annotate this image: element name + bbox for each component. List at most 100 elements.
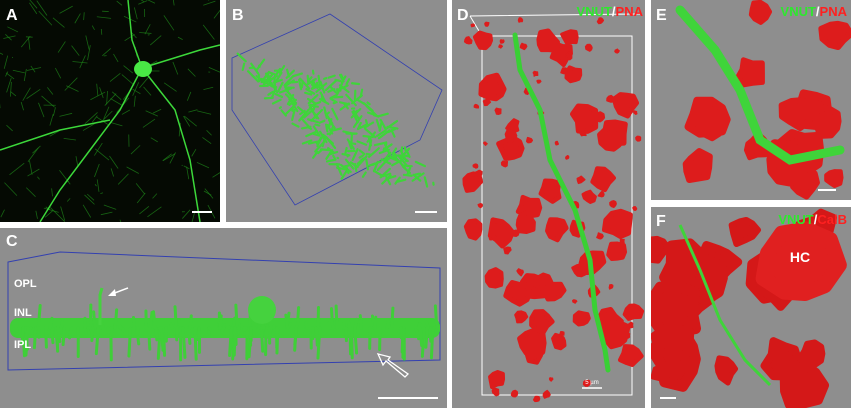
process (169, 322, 174, 330)
mesh (357, 121, 362, 130)
arrow-head (108, 289, 116, 296)
cone-terminal (570, 103, 599, 134)
mesh (414, 160, 427, 168)
neurite (30, 65, 36, 73)
mesh (340, 168, 349, 180)
mesh (326, 124, 334, 135)
dendrite (141, 67, 201, 222)
mesh (366, 101, 371, 106)
puncta (542, 389, 551, 399)
neurite (28, 37, 31, 50)
mesh (278, 64, 286, 74)
process (24, 326, 30, 357)
puncta (463, 36, 473, 45)
process (329, 307, 335, 330)
puncta (488, 235, 494, 241)
neurite (27, 168, 40, 177)
mesh (311, 83, 322, 90)
neurite (139, 75, 150, 89)
mesh (400, 154, 410, 158)
neurite (202, 137, 212, 145)
process (350, 326, 354, 360)
neurite (196, 162, 210, 169)
cone-terminal (478, 72, 507, 102)
mesh (307, 140, 320, 145)
cone-terminal (597, 123, 625, 152)
process (420, 326, 426, 358)
mesh (344, 146, 348, 156)
neurite (132, 88, 141, 95)
mesh (298, 78, 303, 91)
mesh (411, 172, 425, 182)
mesh (301, 139, 313, 145)
cone-terminal (611, 92, 640, 119)
mesh (291, 80, 299, 84)
process (247, 326, 253, 359)
neurite (121, 109, 131, 115)
process (147, 326, 152, 351)
process (187, 326, 192, 345)
calb-cell (714, 355, 739, 386)
mesh (356, 157, 365, 165)
process (100, 319, 105, 330)
puncta (512, 229, 520, 237)
mesh (382, 172, 392, 178)
puncta (597, 190, 605, 198)
mesh (364, 119, 369, 128)
neurite (169, 152, 176, 164)
puncta (536, 79, 542, 84)
calb-cell (779, 359, 830, 408)
neurite (55, 67, 62, 79)
mesh (384, 153, 390, 160)
mesh (267, 90, 275, 96)
process (416, 322, 422, 330)
process (56, 326, 62, 343)
neurite (203, 86, 214, 90)
neurite (43, 207, 59, 213)
mesh (319, 80, 326, 94)
neurite (121, 74, 135, 86)
mesh (272, 78, 283, 84)
neurite (29, 2, 38, 15)
neurite (145, 110, 158, 117)
process (58, 326, 63, 335)
process (231, 316, 237, 330)
mesh (302, 107, 315, 119)
neurite (84, 112, 98, 125)
neurite (82, 204, 92, 218)
stain-label: VNUT/PNA (577, 4, 644, 19)
mesh (329, 97, 338, 104)
calb-cell (796, 339, 826, 369)
neurite (4, 182, 18, 196)
process (304, 321, 309, 330)
neurite (66, 85, 79, 92)
calb-cell (651, 323, 695, 361)
mesh (283, 74, 295, 87)
neurite (126, 166, 139, 174)
process (154, 326, 159, 342)
puncta (519, 42, 528, 51)
puncta (498, 44, 504, 49)
neurite (74, 13, 81, 24)
cone-terminal (735, 57, 765, 88)
mesh (250, 62, 260, 75)
neurite (96, 16, 112, 19)
stain: / (816, 4, 820, 19)
neurite (162, 153, 172, 162)
process (44, 326, 48, 349)
puncta (510, 389, 519, 398)
cone-terminal (545, 217, 569, 243)
process (68, 326, 74, 340)
stain: PNA (616, 4, 644, 19)
mesh (246, 70, 260, 83)
mesh (258, 64, 261, 68)
cone-terminal (496, 135, 525, 162)
mesh (327, 74, 336, 79)
mesh (268, 71, 278, 77)
panel-b (226, 0, 447, 222)
neurite (29, 160, 33, 175)
neurite (163, 82, 177, 92)
process (113, 308, 119, 330)
mesh (241, 62, 246, 72)
neurite (75, 156, 79, 166)
